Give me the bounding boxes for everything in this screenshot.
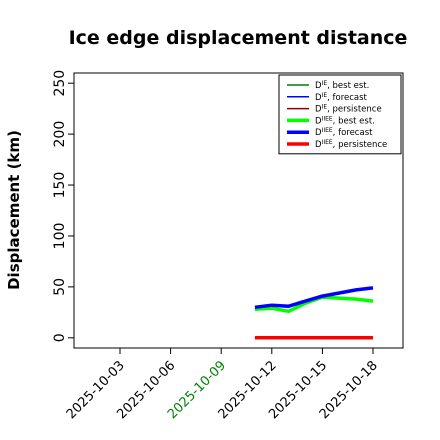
y-tick-label: 200 [52, 121, 68, 148]
plot-frame [73, 72, 404, 349]
series-line-4 [254, 286, 374, 310]
legend-entry: DIIEE, best est. [315, 115, 375, 126]
y-tick-label: 100 [52, 223, 68, 250]
series-layer [254, 286, 374, 340]
legend-entry: DIIEE, forecast [315, 127, 373, 138]
legend-entry: DIIEE, persistence [315, 139, 387, 150]
chart-title: Ice edge displacement distance [69, 27, 408, 49]
legend-entry: DIE, forecast [315, 92, 368, 103]
y-axis: 0 50 100 150 200 250 [52, 70, 74, 342]
x-axis: 2025-10-032025-10-062025-10-092025-10-12… [64, 348, 381, 422]
y-tick-label: 0 [52, 333, 68, 342]
legend-entry: DIE, persistence [315, 104, 382, 115]
y-tick-label: 150 [52, 172, 68, 199]
y-tick-label: 50 [52, 278, 68, 296]
legend-entry: DIE, best est. [315, 80, 369, 91]
legend-box [278, 74, 402, 155]
y-axis-label: Displacement (km) [5, 130, 23, 290]
y-tick-label: 250 [52, 70, 68, 97]
